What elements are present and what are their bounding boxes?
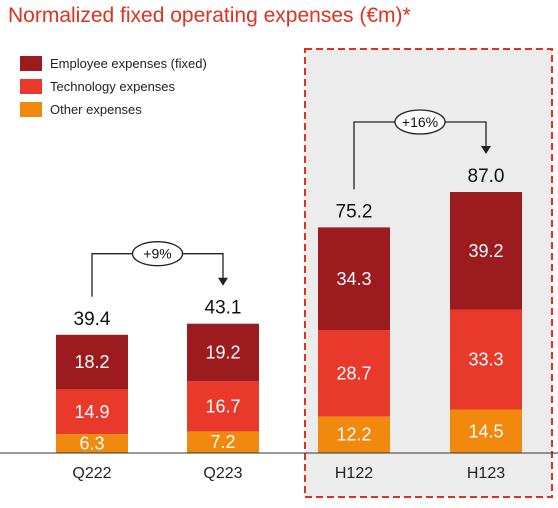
growth-arrowhead-1: [481, 146, 491, 154]
value-label-employee-q223: 19.2: [205, 343, 240, 363]
value-label-other-h122: 12.2: [336, 425, 371, 445]
bar-other-h123: [450, 409, 522, 453]
bar-technology-q222: [56, 389, 128, 435]
value-label-technology-h122: 28.7: [336, 363, 371, 383]
bar-other-h122: [318, 416, 390, 453]
legend-item-other: Other expenses: [20, 98, 207, 121]
bar-employee-q223: [187, 323, 259, 382]
growth-arrowhead-0: [218, 277, 228, 286]
legend-label-employee: Employee expenses (fixed): [50, 56, 207, 71]
legend-item-employee: Employee expenses (fixed): [20, 52, 207, 75]
legend-swatch-employee: [20, 56, 42, 71]
value-label-technology-q222: 14.9: [74, 402, 109, 422]
legend-label-other: Other expenses: [50, 102, 142, 117]
legend-item-technology: Technology expenses: [20, 75, 207, 98]
bar-employee-q222: [56, 334, 128, 390]
legend-swatch-other: [20, 102, 42, 117]
total-label-h122: 75.2: [336, 201, 373, 222]
value-label-employee-h122: 34.3: [336, 269, 371, 289]
total-label-q222: 39.4: [74, 309, 111, 330]
bar-technology-h122: [318, 330, 390, 417]
bar-technology-h123: [450, 309, 522, 410]
bar-employee-h123: [450, 192, 522, 310]
legend: Employee expenses (fixed) Technology exp…: [20, 52, 207, 121]
bar-employee-h122: [318, 227, 390, 331]
growth-bubble-0: [131, 241, 184, 267]
legend-label-technology: Technology expenses: [50, 79, 176, 94]
bar-other-q222: [56, 434, 128, 453]
category-label-h122: H122: [335, 465, 373, 482]
category-label-q223: Q223: [203, 465, 242, 482]
total-label-q223: 43.1: [205, 298, 242, 319]
category-label-q222: Q222: [72, 465, 111, 482]
value-label-employee-q222: 18.2: [74, 352, 109, 372]
value-label-other-h123: 14.5: [468, 421, 503, 441]
bar-technology-q223: [187, 381, 259, 432]
legend-swatch-technology: [20, 79, 42, 94]
total-label-h123: 87.0: [468, 166, 505, 187]
chart-title: Normalized fixed operating expenses (€m)…: [8, 4, 411, 27]
growth-label-1: +16%: [402, 114, 438, 130]
value-label-employee-h123: 39.2: [468, 241, 503, 261]
value-label-technology-q223: 16.7: [205, 396, 240, 416]
category-label-h123: H123: [467, 465, 505, 482]
growth-label-0: +9%: [143, 246, 171, 262]
value-label-technology-h123: 33.3: [468, 350, 503, 370]
growth-bubble-1: [394, 109, 446, 135]
value-label-other-q223: 7.2: [210, 432, 235, 452]
bar-other-q223: [187, 431, 259, 453]
value-label-other-q222: 6.3: [79, 434, 104, 454]
